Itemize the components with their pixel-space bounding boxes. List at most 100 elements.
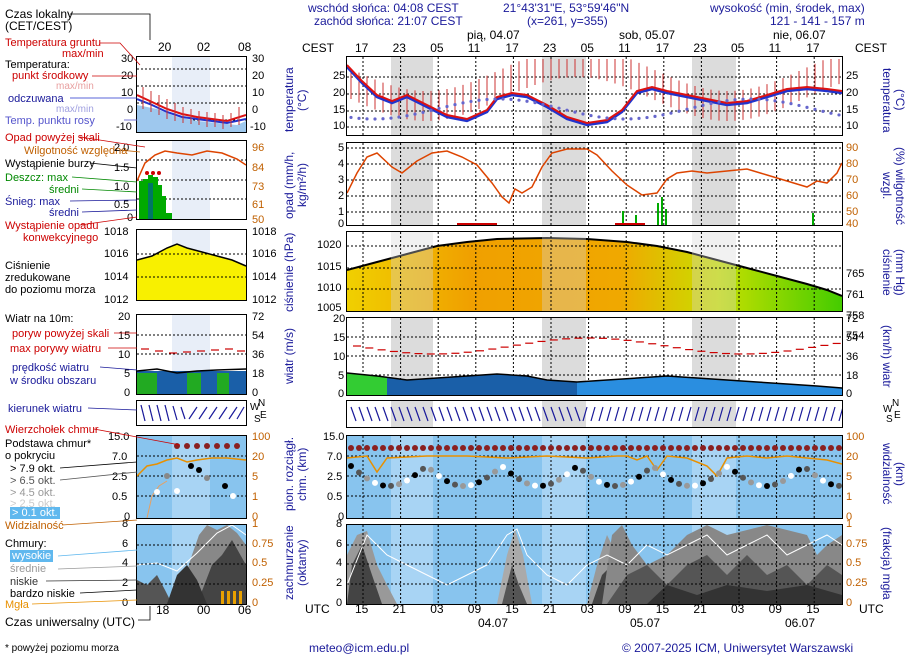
wind-arrow [806, 406, 812, 422]
local-time-tick: 17 [655, 41, 670, 55]
cloud-base-dot [692, 482, 698, 489]
dew-point-dot [469, 99, 473, 104]
convective-label: Wystąpienie opadu [5, 220, 99, 232]
cover-01-label: > 0.1 okt. [10, 507, 60, 519]
cloud-base-dot [348, 463, 354, 469]
dew-point-dot [693, 105, 697, 109]
left-visibility-tick: 0 [252, 511, 259, 523]
dew-point-dot [477, 98, 481, 102]
left-clouds-panel [136, 524, 247, 605]
wind-arrow [590, 406, 596, 422]
dew-point-dot [349, 115, 353, 120]
humidity-tick-r: 90 [846, 142, 859, 154]
wind-arrow [774, 406, 780, 422]
snow-max-label: Śnieg: max [5, 196, 61, 208]
cloud-base-dot [732, 468, 738, 475]
wind-arrow [742, 406, 748, 422]
cloud-top-label: Wierzchołek chmur [5, 424, 99, 436]
left-wind-chart [137, 315, 246, 394]
wind-arrow [686, 406, 692, 422]
storm-label: Wystąpienie burzy [5, 158, 95, 170]
left-wind-tick: 10 [118, 349, 131, 361]
left-pressure-tick-r: 1012 [252, 294, 277, 306]
wind-arrow [526, 406, 533, 422]
cloud-base-dot [380, 482, 386, 489]
utc-time-tick: 15 [655, 602, 670, 616]
coordinates-text: 21°43'31"E, 53°59'46"N [503, 1, 630, 15]
utc-time-tick: 09 [768, 602, 782, 616]
cest-label-right: CEST [855, 41, 888, 55]
left-wind-tick-r: 54 [252, 330, 265, 342]
wind-tick-r: 54 [846, 332, 859, 344]
utc-time-tick: 15 [806, 602, 820, 616]
precip-tick-l: 5 [338, 142, 345, 154]
left-pressure-chart [137, 230, 246, 300]
cloud-top-dot [604, 445, 610, 451]
cloud-base-dot [540, 482, 546, 489]
pressure-axis-label-left: ciśnienie (hPa) [282, 232, 296, 312]
fog-tick-r: 0.25 [846, 577, 868, 589]
cloud-tick-l: 0.5 [327, 491, 343, 503]
local-time-tick: 05 [580, 41, 594, 55]
temp-tick-l: 25 [333, 70, 346, 82]
wind-arrow [614, 406, 620, 422]
local-time-tick: 23 [543, 41, 557, 55]
left-utc-tick: 00 [197, 603, 211, 617]
cloud-top-dot [516, 445, 522, 451]
clouds-tick-l: 6 [336, 538, 343, 550]
wind-arrow [494, 406, 501, 422]
utc-time-tick: 21 [392, 602, 406, 616]
wind-arrow [598, 406, 604, 422]
cloud-top-dot [652, 445, 658, 451]
cloud-top-dot [676, 445, 682, 451]
temperature-chart [347, 57, 842, 135]
left-pressure-tick: 1016 [104, 248, 129, 260]
cloud-tick-l: 2.5 [327, 471, 343, 483]
cloud-top-dot [436, 445, 442, 451]
left-wind-panel [136, 314, 247, 395]
wind-arrow [486, 406, 493, 422]
left-pressure-tick-r: 1018 [252, 226, 277, 238]
left-utc-tick: 06 [238, 603, 252, 617]
wind-label: Wiatr na 10m: [5, 313, 74, 325]
cloud-base-dot [404, 477, 410, 484]
left-fog-tick: 0.5 [252, 557, 268, 569]
dew-point-dot [429, 108, 433, 113]
utc-time-tick: 15 [505, 602, 519, 616]
left-humidity-tick: 84 [252, 162, 265, 174]
dew-point-dot [805, 105, 809, 109]
cloud-base-dot [396, 481, 402, 488]
precip-tick-l: 4 [338, 158, 345, 170]
cloud-top-dot [404, 445, 410, 451]
cloud-base-dot [532, 482, 538, 489]
left-compass-N: N [258, 398, 266, 409]
dew-point-dot [709, 101, 713, 106]
dew-point-dot [549, 104, 553, 108]
dew-point-dot [605, 116, 609, 120]
dew-point-dot [557, 106, 561, 110]
ground-temp-sub: max/min [62, 48, 104, 60]
left-cloud-tick: 7.0 [112, 451, 128, 463]
left-precip-tick: 2.0 [114, 142, 130, 154]
cloud-base-dot [604, 481, 610, 488]
left-cloud-tick: 0 [124, 511, 131, 523]
wind-axis-label-right: (km/h) wiatr [880, 324, 894, 388]
precip-tick-l: 2 [338, 190, 345, 202]
email-link[interactable]: meteo@icm.edu.pl [309, 641, 410, 655]
cloud-tick-l: 0 [338, 511, 345, 523]
humidity-tick-r: 40 [846, 218, 859, 230]
cloud-base-dot [428, 466, 434, 473]
cloud-base-dot [596, 478, 602, 485]
snow-mid-label: średni [49, 207, 79, 219]
left-visibility-tick: 100 [252, 431, 271, 443]
left-wind-tick-r: 18 [252, 368, 265, 380]
wind-arrow [662, 406, 668, 422]
cloud-top-dot [564, 445, 570, 451]
wind-tick-r: 0 [846, 388, 853, 400]
cloud-top-dot [428, 445, 434, 451]
cloud-base-dot [748, 479, 754, 486]
cloud-top-dot [820, 445, 826, 451]
day-label-top: nie, 06.07 [773, 28, 826, 42]
left-pressure-tick: 1014 [104, 271, 129, 283]
dew-point-dot [517, 98, 521, 102]
